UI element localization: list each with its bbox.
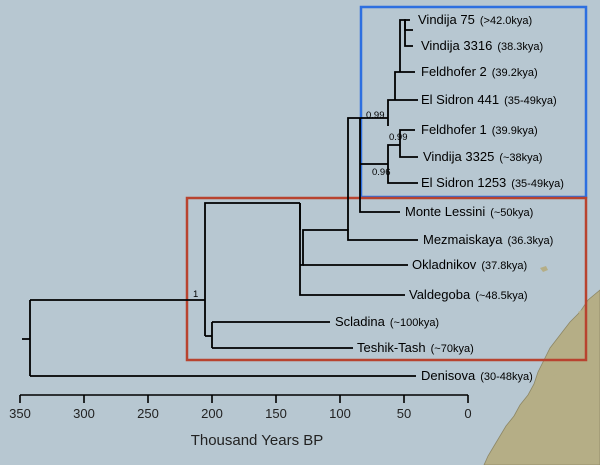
tip-label: Vindija 75 (>42.0kya)	[418, 12, 532, 27]
branch-blue-root	[360, 117, 388, 165]
tip-label: Teshik-Tash (~70kya)	[357, 340, 474, 355]
support-value-fh1-v3325: 0.99	[389, 132, 408, 143]
tree-branches	[22, 19, 418, 377]
coastline-land	[483, 289, 600, 465]
axis-tick-label: 250	[137, 406, 159, 421]
tip-label: Okladnikov (37.8kya)	[412, 257, 527, 272]
axis-tick-label: 300	[73, 406, 95, 421]
branch-v3316	[404, 30, 413, 47]
island-3	[540, 266, 548, 272]
axis-ticks	[19, 395, 469, 403]
tip-label: Scladina (~100kya)	[335, 314, 439, 329]
support-value-root: 1	[193, 289, 198, 300]
branch-sc-tt	[211, 321, 353, 349]
island-4	[550, 370, 557, 376]
tip-label: Denisova (30-48kya)	[421, 368, 533, 383]
tip-label: Feldhofer 1 (39.9kya)	[421, 122, 538, 137]
axis-tick-label: 150	[265, 406, 287, 421]
tip-label: Vindija 3325 (~38kya)	[423, 149, 542, 164]
tip-label: El Sidron 1253 (35-49kya)	[421, 175, 564, 190]
branch-v75	[404, 19, 410, 30]
tip-label: Mezmaiskaya (36.3kya)	[423, 232, 553, 247]
axis-tick-labels: 350 300 250 200 150 100 50 0	[9, 406, 471, 421]
tip-label: El Sidron 441 (35-49kya)	[421, 92, 557, 107]
branch-ne-top	[204, 202, 300, 300]
map-land	[483, 266, 600, 465]
branch-fh1-v3325	[399, 129, 418, 158]
axis-tick-label: 200	[201, 406, 223, 421]
axis-tick-label: 100	[329, 406, 351, 421]
branch-root	[22, 300, 31, 376]
tip-label: Vindija 3316 (38.3kya)	[421, 38, 543, 53]
branch-ml-tip	[359, 118, 400, 213]
island-2	[560, 333, 569, 341]
support-value-blue-clade: 0.99	[366, 110, 385, 121]
support-value-sidron1253: 0.96	[372, 167, 391, 178]
branch-ml	[299, 117, 360, 230]
time-axis: 350 300 250 200 150 100 50 0 Thousand Ye…	[9, 394, 472, 449]
axis-tick-label: 0	[464, 406, 471, 421]
branch-blue-a	[387, 99, 395, 126]
tip-label: Monte Lessini (~50kya)	[405, 204, 533, 219]
tip-labels: Vindija 75 (>42.0kya) Vindija 3316 (38.3ky…	[335, 12, 564, 383]
axis-tick-label: 350	[9, 406, 31, 421]
branch-blue-a2	[394, 71, 418, 101]
branch-mez	[302, 229, 418, 241]
axis-title: Thousand Years BP	[191, 432, 324, 449]
red-highlight-box	[185, 196, 588, 362]
branch-ne-node	[204, 300, 212, 337]
axis-tick-label: 50	[397, 406, 411, 421]
branch-blue-b	[387, 144, 418, 184]
tip-label: Feldhofer 2 (39.2kya)	[421, 64, 538, 79]
tip-label: Valdegoba (~48.5kya)	[409, 287, 528, 302]
